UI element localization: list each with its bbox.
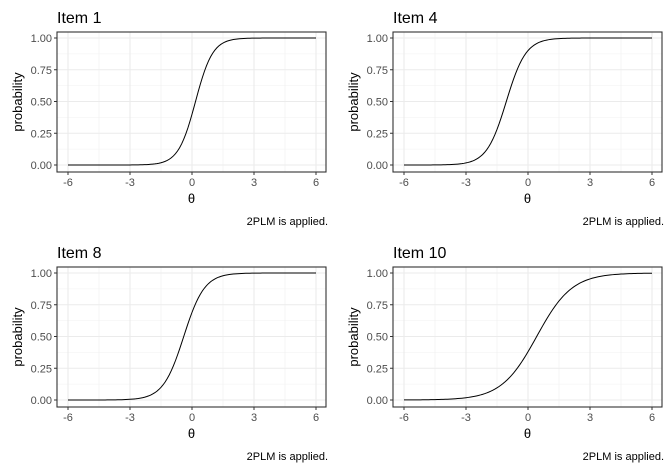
x-tick-label: 3	[587, 177, 593, 189]
x-tick-label: 6	[649, 412, 655, 424]
x-tick-label: -6	[399, 412, 409, 424]
x-tick-label: 3	[251, 177, 257, 189]
panel-border	[392, 266, 663, 408]
panel-title: Item 8	[57, 245, 102, 262]
caption: 2PLM is applied.	[247, 216, 328, 228]
y-tick-label: 0.00	[367, 395, 388, 407]
x-tick-label: 6	[313, 412, 319, 424]
y-tick-label: 0.75	[367, 65, 388, 77]
x-tick-label: 0	[189, 412, 195, 424]
caption: 2PLM is applied.	[583, 451, 664, 463]
y-tick-label: 0.50	[367, 97, 388, 109]
panel-4: -6 -3 0 3 6 0.00 0.25 0.50 0.75 1.00 Item 10 θ proba…	[346, 245, 664, 463]
panel-title: Item 1	[57, 10, 102, 27]
y-tick-label: 0.50	[367, 332, 388, 344]
x-tick-label: 0	[525, 412, 531, 424]
y-tick-label: 0.75	[31, 300, 52, 312]
y-tick-label: 0.75	[367, 300, 388, 312]
y-tick-label: 1.00	[31, 268, 52, 280]
y-tick-label: 1.00	[31, 33, 52, 45]
panel-border	[56, 31, 327, 173]
x-tick-label: 6	[313, 177, 319, 189]
y-axis-label: probability	[346, 307, 361, 367]
x-tick-label: 3	[587, 412, 593, 424]
x-axis-label: θ	[524, 191, 531, 206]
y-tick-label: 0.50	[31, 332, 52, 344]
y-tick-label: 0.00	[31, 395, 52, 407]
x-tick-label: -6	[399, 177, 409, 189]
icc-curve	[68, 37, 316, 166]
caption: 2PLM is applied.	[247, 451, 328, 463]
y-tick-label: 0.75	[31, 65, 52, 77]
icc-curve	[68, 272, 316, 401]
y-tick-label: 0.25	[31, 363, 52, 375]
x-axis-label: θ	[188, 191, 195, 206]
x-tick-label: -3	[461, 412, 471, 424]
x-tick-label: 0	[525, 177, 531, 189]
y-tick-label: 0.25	[31, 128, 52, 140]
x-axis-label: θ	[524, 426, 531, 441]
x-tick-label: -6	[63, 412, 73, 424]
y-tick-label: 0.25	[367, 363, 388, 375]
x-tick-label: 0	[189, 177, 195, 189]
icc-curve	[404, 37, 652, 166]
panel-3: -6 -3 0 3 6 0.00 0.25 0.50 0.75 1.00 Item 8 θ probab…	[10, 245, 328, 463]
panel-border	[56, 266, 327, 408]
x-tick-label: -3	[461, 177, 471, 189]
caption: 2PLM is applied.	[583, 216, 664, 228]
x-axis-label: θ	[188, 426, 195, 441]
y-tick-label: 0.50	[31, 97, 52, 109]
x-tick-label: 6	[649, 177, 655, 189]
x-tick-label: 3	[251, 412, 257, 424]
x-tick-label: -3	[125, 177, 135, 189]
panel-2: -6 -3 0 3 6 0.00 0.25 0.50 0.75 1.00 Item 4 θ probab…	[346, 10, 664, 228]
y-tick-label: 0.25	[367, 128, 388, 140]
panel-border	[392, 31, 663, 173]
y-tick-label: 1.00	[367, 268, 388, 280]
y-axis-label: probability	[346, 72, 361, 132]
panel-1: -6 -3 0 3 6 0.00 0.25 0.50 0.75 1.00 Item 1 θ probab…	[10, 10, 328, 228]
panel-title: Item 10	[393, 245, 446, 262]
x-tick-label: -3	[125, 412, 135, 424]
y-axis-label: probability	[10, 72, 25, 132]
panel-title: Item 4	[393, 10, 438, 27]
x-tick-label: -6	[63, 177, 73, 189]
icc-curve	[403, 272, 653, 401]
y-tick-label: 1.00	[367, 33, 388, 45]
y-tick-label: 0.00	[31, 160, 52, 172]
y-tick-label: 0.00	[367, 160, 388, 172]
y-axis-label: probability	[10, 307, 25, 367]
